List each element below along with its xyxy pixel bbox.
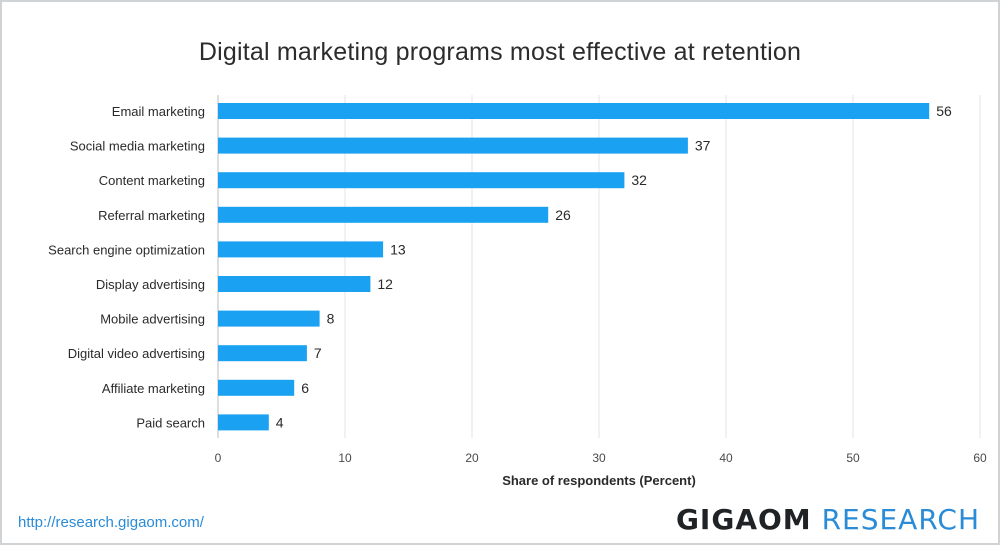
category-label: Display advertising [96,277,205,292]
brand-name: GIGAOM [675,503,812,536]
category-label: Affiliate marketing [102,381,205,396]
value-label: 37 [695,138,711,154]
category-label: Paid search [136,415,205,430]
value-label: 7 [314,345,322,361]
x-axis-title: Share of respondents (Percent) [502,473,696,488]
category-label: Referral marketing [98,208,205,223]
value-label: 8 [327,311,335,327]
bar [218,206,549,223]
bar [218,414,269,431]
value-label: 6 [301,380,309,396]
x-tick-label: 20 [465,451,479,465]
category-label: Mobile advertising [100,312,205,327]
brand-sub: RESEARCH [821,503,980,536]
value-label: 12 [377,276,393,292]
value-label: 26 [555,207,571,223]
x-tick-label: 10 [338,451,352,465]
x-tick-label: 50 [846,451,860,465]
bar [218,103,930,119]
category-label: Social media marketing [70,139,205,154]
category-label: Content marketing [99,173,205,188]
x-tick-label: 60 [973,451,987,465]
x-tick-label: 30 [592,451,606,465]
bar [218,276,371,292]
value-label: 4 [276,414,284,430]
bar [218,137,688,154]
bar [218,310,320,327]
x-tick-label: 40 [719,451,733,465]
value-label: 32 [631,172,647,188]
category-label: Email marketing [112,104,205,119]
bar [218,241,384,258]
brand-logo: GIGAOM RESEARCH [676,503,980,536]
category-label: Digital video advertising [68,346,205,361]
category-label: Search engine optimization [48,242,205,257]
x-tick-label: 0 [215,451,222,465]
bar [218,172,625,189]
value-label: 56 [936,103,952,119]
bar [218,379,295,396]
source-link[interactable]: http://research.gigaom.com/ [18,514,204,531]
value-label: 13 [390,241,406,257]
bar [218,345,307,362]
chart-title: Digital marketing programs most effectiv… [198,38,802,66]
